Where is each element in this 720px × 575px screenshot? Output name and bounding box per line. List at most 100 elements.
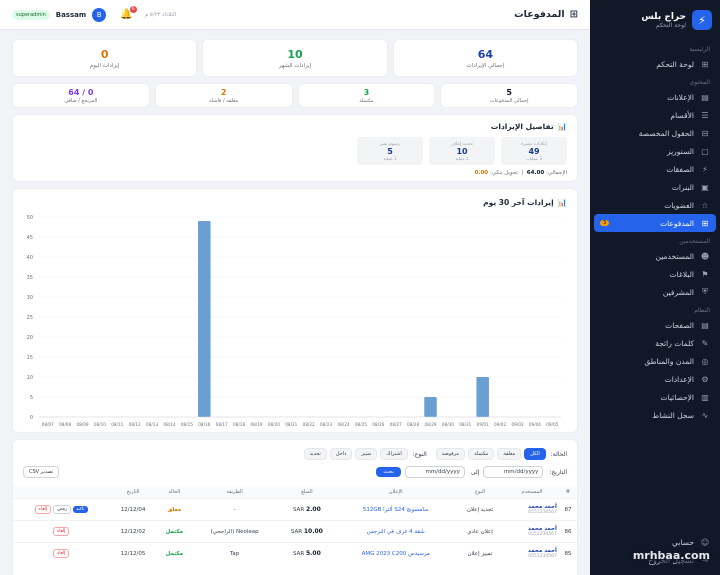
sidebar: ⚡ حراج بلس لوحة التحكم الرئيسية ⊞ لوحة ال… — [590, 0, 720, 575]
x-tick-label: 08/29 — [424, 422, 436, 427]
sidebar-item-activity-log[interactable]: ∿ سجل النشاط — [590, 406, 720, 424]
row-type: تجديد إعلان — [455, 498, 505, 521]
x-tick-label: 08/11 — [111, 422, 123, 427]
row-user[interactable]: أحمد محمد 0551234567 — [504, 498, 559, 521]
sidebar-item-cities[interactable]: ◎ المدن والمناطق — [590, 352, 720, 370]
sidebar-item-users[interactable]: ☻ المستخدمين — [590, 247, 720, 265]
row-user[interactable]: أحمد محمد 0551234567 — [504, 520, 559, 543]
sidebar-item-pages[interactable]: ▤ الصفحات — [590, 316, 720, 334]
payments-table-card: الحالة: الكل معلقة مكتملة مرفوضة النوع: … — [12, 439, 578, 575]
sidebar-item-label: البلاغات — [669, 269, 694, 279]
user-name[interactable]: Bassam — [55, 10, 87, 19]
filter-status-pending[interactable]: معلقة — [497, 448, 522, 460]
sidebar-item-label: المستخدمين — [655, 251, 694, 261]
mini-sub: 3 عمليات — [525, 155, 543, 161]
sidebar-item-settings[interactable]: ⚙ الإعدادات — [590, 370, 720, 388]
col-date: التاريخ — [109, 486, 157, 499]
stat-card-pending: 2 معلقة / فاشلة — [154, 83, 293, 108]
confirm-button[interactable]: تأكيد — [73, 506, 88, 513]
total-value: 64.00 — [526, 170, 545, 176]
mini-sub: 1 عملية — [455, 155, 469, 161]
mini-label: إعلانات مميزة — [520, 141, 548, 147]
stat-value: 2 — [220, 87, 227, 97]
bar-chart-icon: 📊 — [557, 122, 567, 131]
x-tick-label: 08/18 — [233, 422, 245, 427]
filter-status-completed[interactable]: مكتملة — [468, 448, 495, 460]
row-actions: تأكيدرفضإلغاء — [13, 498, 110, 521]
sidebar-item-dashboard[interactable]: ⊞ لوحة التحكم — [590, 55, 720, 73]
filter-status-rejected[interactable]: مرفوضة — [435, 448, 466, 460]
sidebar-item-label: لوحة التحكم — [656, 59, 694, 69]
col-user: المستخدم — [504, 486, 559, 499]
fields-icon: ⊟ — [701, 128, 709, 138]
sidebar-item-label: الإعلانات — [667, 92, 694, 102]
status-type-filters: الحالة: الكل معلقة مكتملة مرفوضة النوع: … — [13, 440, 577, 460]
x-tick-label: 08/31 — [459, 422, 471, 427]
avatar[interactable]: B — [92, 7, 107, 22]
sidebar-item-label: المدن والمناطق — [644, 356, 694, 366]
filter-type-feature[interactable]: تمييز — [355, 448, 378, 460]
cancel-button[interactable]: إلغاء — [34, 505, 52, 514]
date-to-input[interactable]: mm/dd/yyyy — [404, 466, 465, 478]
y-tick-label: 15 — [27, 355, 33, 361]
amount-value: 2.00 — [305, 506, 321, 513]
cancel-button[interactable]: إلغاء — [53, 527, 70, 536]
date-from-input[interactable]: mm/dd/yyyy — [483, 466, 544, 478]
sidebar-item-statistics[interactable]: ▥ الإحصائيات — [590, 388, 720, 406]
currency: SAR — [293, 551, 305, 558]
row-amount: 5.00 SAR — [277, 542, 337, 565]
row-type: إعلان عادي — [455, 520, 505, 543]
y-tick-label: 45 — [27, 235, 33, 241]
filter-type-subscription[interactable]: اشتراك — [380, 448, 408, 460]
search-button[interactable]: بحث — [376, 467, 401, 477]
sidebar-item-trending[interactable]: ✎ كلمات رائجة — [590, 334, 720, 352]
stat-card-completed: 3 مكتملة — [297, 83, 436, 108]
sidebar-item-memberships[interactable]: ☆ العضويات — [590, 196, 720, 214]
x-tick-label: 08/12 — [129, 422, 141, 427]
row-method: Neoleap (الراجحي) — [191, 520, 278, 543]
sidebar-item-ads[interactable]: ▤ الإعلانات — [590, 88, 720, 106]
row-method: Tap — [191, 542, 278, 565]
y-tick-label: 50 — [27, 215, 33, 221]
filter-type-inner[interactable]: داخل — [329, 448, 353, 460]
cancel-button[interactable]: إلغاء — [53, 549, 70, 559]
section-system: النظام — [694, 307, 710, 314]
mini-value: 5 — [387, 146, 393, 156]
table-row: 86 أحمد محمد 0551234567 إعلان عادي شقة 4 … — [13, 520, 577, 543]
filter-status-all[interactable]: الكل — [524, 448, 546, 460]
currency: SAR — [293, 507, 305, 513]
sidebar-item-banners[interactable]: ▣ البنرات — [590, 178, 720, 196]
stats-second-row: 5 إجمالي المدفوعات 3 مكتملة 2 معلقة / فاشلة… — [12, 83, 578, 108]
row-user[interactable]: أحمد محمد 0551234567 — [504, 542, 559, 565]
row-ad-link[interactable]: شقة 4 غرف في النرجس — [336, 520, 456, 543]
chart-title: إيرادات آخر 30 يوم — [483, 198, 554, 207]
sidebar-item-label: البنرات — [671, 182, 694, 192]
notifications-bell-icon[interactable]: 🔔 6 — [120, 6, 137, 20]
x-tick-label: 09/02 — [494, 422, 506, 427]
sidebar-item-label: الحقول المخصصة — [638, 128, 694, 138]
sidebar-item-deals[interactable]: ⚡ الصفقات — [590, 160, 720, 178]
users-icon: ☻ — [700, 251, 710, 261]
row-ad-link[interactable]: مرسيدس AMG 2023 C200 — [336, 542, 456, 565]
reject-button[interactable]: رفض — [53, 505, 72, 514]
sidebar-item-admins[interactable]: ⛨ المشرفين — [590, 283, 720, 301]
col-type: النوع — [455, 486, 505, 499]
row-ad-link[interactable]: سامسونج S24 ألترا 512GB — [336, 498, 456, 521]
sidebar-item-account[interactable]: ☺ حسابي — [590, 533, 720, 551]
stat-label: المرتجع / صافي — [64, 97, 98, 104]
topbar: superadmin Bassam B 🔔 6 الثلاثاء ٥/٢٣ م ا… — [0, 0, 590, 30]
col-method: الطريقة — [191, 486, 278, 499]
sidebar-item-reports[interactable]: ⚑ البلاغات — [590, 265, 720, 283]
stat-label: مكتملة — [359, 97, 374, 104]
sidebar-item-stories[interactable]: ▢ الستوريز — [590, 142, 720, 160]
flag-icon: ⚑ — [701, 269, 709, 279]
page-title: المدفوعات — [514, 9, 565, 20]
sidebar-item-custom-fields[interactable]: ⊟ الحقول المخصصة — [590, 124, 720, 142]
sidebar-item-label: العضويات — [664, 200, 694, 210]
sidebar-item-categories[interactable]: ☰ الأقسام — [590, 106, 720, 124]
export-csv-button[interactable]: تصدير CSV — [23, 466, 60, 478]
mini-card-featured: إعلانات مميزة 49 3 عمليات — [501, 137, 567, 165]
sidebar-item-payments[interactable]: ⊞ المدفوعات 3 — [594, 214, 716, 232]
filter-type-renewal[interactable]: تجديد — [303, 448, 327, 460]
x-tick-label: 08/15 — [181, 422, 193, 427]
